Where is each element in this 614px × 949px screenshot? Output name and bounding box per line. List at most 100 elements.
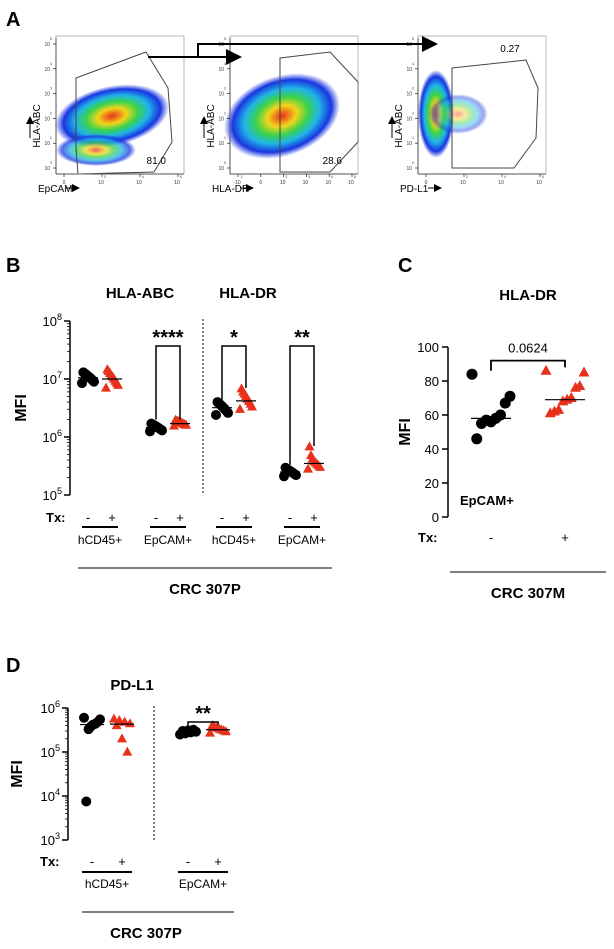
tx-condition-label: + (561, 530, 569, 545)
data-point (81, 796, 92, 807)
y-tick-label: 40 (425, 442, 439, 457)
tx-label: Tx: (40, 854, 60, 869)
data-point (499, 397, 511, 409)
tx-condition-label: + (118, 854, 126, 869)
y-axis-label: MFI (397, 418, 414, 446)
tx-label: Tx: (418, 530, 438, 545)
group-label: hCD45+ (78, 533, 122, 547)
flow-plot-frame (55, 35, 185, 175)
tx-condition-label: + (214, 854, 222, 869)
data-point (205, 727, 215, 737)
flow-plot-frame (417, 35, 547, 175)
panel-label-a: A (6, 9, 20, 31)
gate-percentage: 28.6 (323, 156, 343, 167)
flow-plot-frame (229, 35, 359, 175)
group-label: EpCAM+ (179, 877, 227, 891)
data-point (306, 450, 316, 460)
y-tick-label: 80 (425, 374, 439, 389)
flow-x-tick-label: 0 (63, 180, 66, 186)
gate-polygon (75, 51, 173, 175)
data-point (119, 716, 130, 726)
flow-y-tick-label: 103 (44, 87, 52, 98)
chart-c: HLA-DR 0 20 40 60 80 100 MFI - +0.0624 EpCAM+ Tx: CR… (397, 287, 606, 602)
group-label: EpCAM+ (144, 533, 192, 547)
panel-label-d: D (6, 655, 20, 677)
group-label: hCD45+ (85, 877, 129, 891)
tx-condition-label: - (90, 854, 94, 869)
data-point (235, 403, 245, 413)
data-point (77, 378, 87, 389)
flow-y-tick-label: 102 (406, 111, 414, 122)
y-tick-label: 105 (40, 743, 60, 760)
data-point (466, 368, 478, 380)
flow-x-tick-label: 105 (348, 175, 356, 186)
flow-y-label: HLA-ABC (206, 104, 217, 147)
flow-y-tick-label: 100 (218, 161, 226, 172)
y-axis-label: MFI (9, 760, 26, 788)
panel-label-c: C (398, 255, 412, 277)
significance-bracket (490, 359, 566, 371)
flow-y-tick-label: 101 (218, 136, 226, 147)
panel-label-b: B (6, 255, 20, 277)
data-point (540, 364, 552, 375)
flow-x-tick-label: 105 (174, 175, 182, 186)
flow-x-tick-label: 104 (136, 175, 144, 186)
cohort-label: CRC 307M (491, 585, 565, 602)
y-tick-label: 20 (425, 476, 439, 491)
flow-x-label: HLA-DR (212, 184, 249, 195)
flow-plot-1: 81.0 105 104 103 102 101 100 0 103 104 105 HLA-ABC E… (26, 35, 185, 195)
significance-label: * (230, 327, 238, 349)
cohort-label: CRC 307P (169, 581, 241, 598)
flow-y-tick-label: 104 (218, 62, 226, 73)
chart-title: HLA-DR (499, 287, 557, 304)
y-tick-label: 105 (42, 486, 62, 503)
flow-x-tick-label: 104 (498, 175, 506, 186)
flow-x-tick-label: 103 (98, 175, 106, 186)
flow-plot-3: 0.27 105 104 103 102 101 100 0 103 104 105 HLA-ABC P… (388, 35, 547, 195)
y-axis-label: MFI (13, 394, 30, 422)
flow-x-tick-label: 0 (425, 180, 428, 186)
chart-d: PD-L1 103 104 105 106 MFI - + hCD45+ - + EpCAM+ ** Tx… (9, 677, 234, 942)
flow-x-tick-label: 103 (460, 175, 468, 186)
flow-y-tick-label: 103 (218, 87, 226, 98)
flow-x-tick-label: 103 (303, 175, 311, 186)
y-tick-label: 108 (42, 312, 62, 329)
data-point (125, 718, 135, 728)
tx-condition-label: - (186, 854, 190, 869)
y-tick-label: 103 (40, 831, 60, 848)
significance-label: ** (195, 703, 211, 725)
tx-condition-label: - (288, 510, 292, 525)
data-point (303, 463, 313, 473)
data-point (476, 418, 487, 429)
chart-title: HLA-DR (219, 285, 277, 302)
data-point (207, 720, 218, 730)
flow-y-tick-label: 105 (44, 37, 52, 48)
flow-y-tick-label: 104 (406, 62, 414, 73)
data-point (212, 397, 223, 408)
flow-y-tick-label: 100 (406, 161, 414, 172)
tx-condition-label: + (108, 510, 116, 525)
p-value-label: 0.0624 (508, 341, 548, 356)
gate-polygon (451, 59, 539, 169)
significance-bracket (187, 721, 219, 730)
data-point (188, 724, 199, 735)
data-point (211, 409, 221, 420)
density-cloud (54, 84, 170, 148)
significance-bracket (221, 345, 247, 405)
flow-y-tick-label: 101 (406, 136, 414, 147)
flow-x-tick-label: 105 (536, 175, 544, 186)
y-tick-label: 104 (40, 787, 60, 804)
tx-condition-label: + (242, 510, 250, 525)
annotation-label: EpCAM+ (460, 493, 514, 508)
flow-x-label: PD-L1 (400, 184, 429, 195)
data-point (578, 366, 590, 377)
density-cloud (428, 94, 488, 134)
flow-y-tick-label: 105 (218, 37, 226, 48)
tx-label: Tx: (46, 510, 66, 525)
gate-percentage: 0.27 (500, 44, 520, 55)
significance-bracket (289, 345, 315, 465)
flow-y-tick-label: 100 (44, 161, 52, 172)
data-point (101, 382, 111, 392)
data-point (570, 381, 582, 392)
